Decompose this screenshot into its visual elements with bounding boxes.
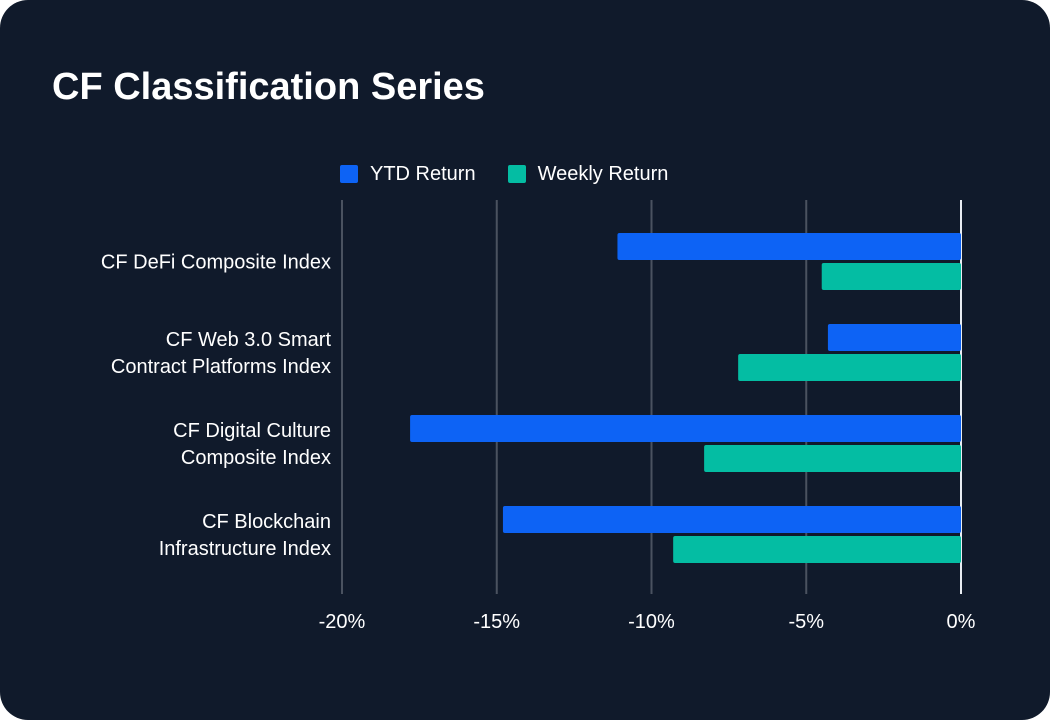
category-label: Composite Index [181,447,331,469]
category-label: CF Web 3.0 Smart [166,329,332,351]
bar-ytd-return [827,324,961,351]
category-label: CF Blockchain [202,511,331,533]
category-label: CF DeFi Composite Index [101,252,331,274]
x-tick-label: -10% [628,611,675,633]
bar-weekly-return [821,263,961,290]
legend-item-ytd: YTD Return [340,163,476,186]
legend: YTD Return Weekly Return [340,160,700,188]
bar-weekly-return [673,536,961,563]
category-label: Contract Platforms Index [111,356,331,378]
legend-swatch-weekly [507,165,526,183]
bar-ytd-return [617,233,961,260]
legend-label-weekly: Weekly Return [537,162,669,185]
category-label: Infrastructure Index [159,538,331,560]
bar-weekly-return [704,445,961,472]
legend-label-ytd: YTD Return [370,162,476,185]
x-tick-label: -5% [788,611,824,633]
bar-weekly-return [738,354,961,381]
x-tick-label: -15% [473,611,520,633]
x-tick-label: 0% [947,611,976,633]
legend-swatch-ytd [340,165,358,183]
chart-title: CF Classification Series [52,66,485,108]
bar-ytd-return [410,415,962,442]
legend-item-weekly: Weekly Return [507,162,669,186]
x-tick-label: -20% [319,611,366,633]
category-label: CF Digital Culture [173,420,331,442]
bar-ytd-return [502,506,961,533]
